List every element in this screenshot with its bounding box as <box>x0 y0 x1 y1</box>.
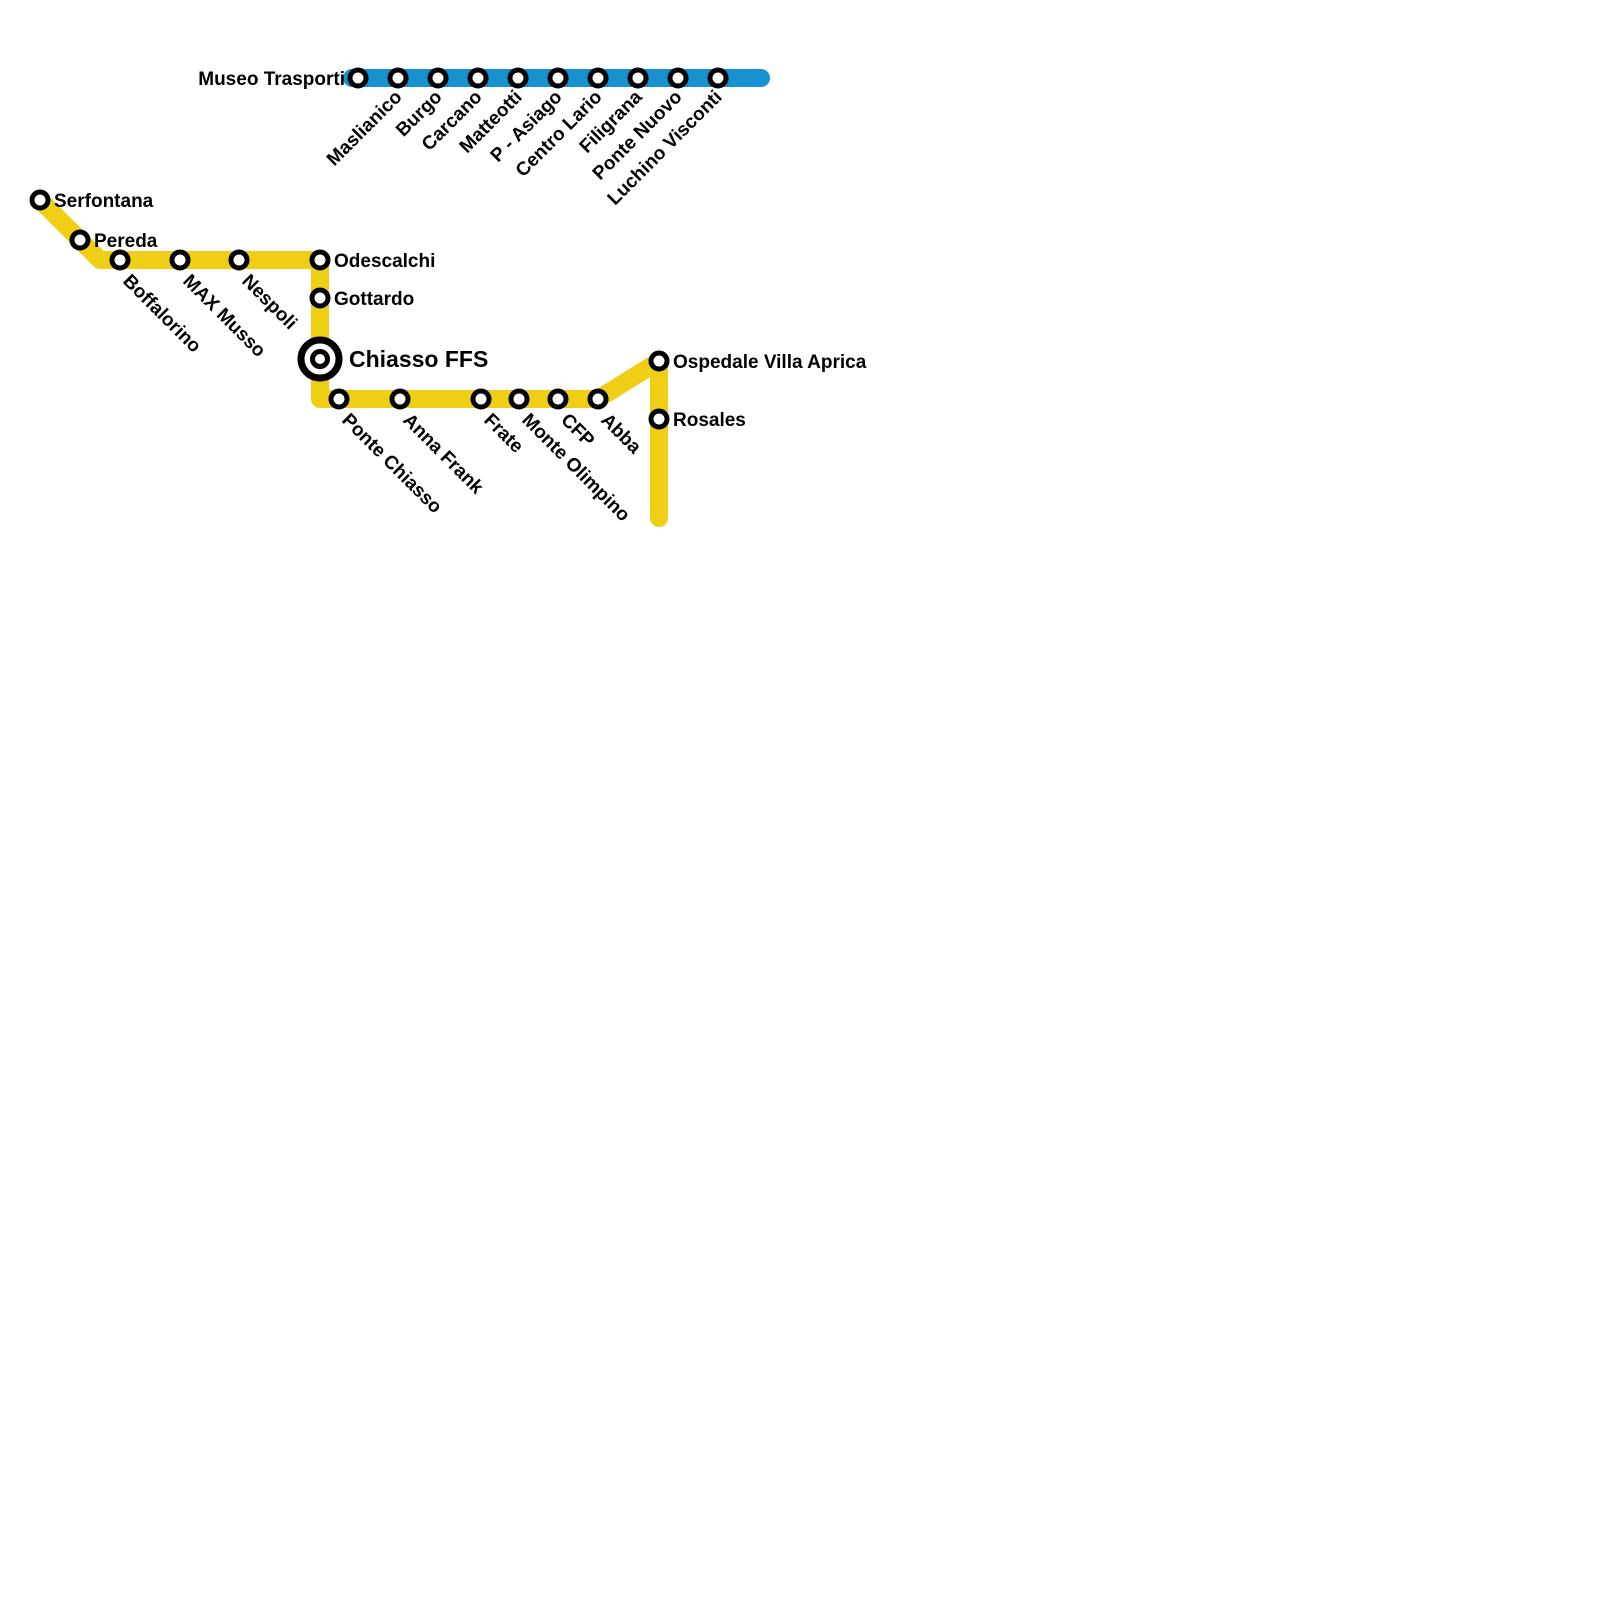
interchange-marker-chiasso-ffs-inner <box>310 349 330 369</box>
station-markers <box>29 67 729 430</box>
station-label-odescalchi: Odescalchi <box>334 251 435 272</box>
station-label-chiasso-ffs: Chiasso FFS <box>349 346 488 372</box>
station-label-gottardo: Gottardo <box>334 289 414 310</box>
station-marker-anna-frank[interactable] <box>389 388 411 410</box>
station-marker-serfontana[interactable] <box>29 189 51 211</box>
station-label-rosales: Rosales <box>673 410 746 431</box>
station-label-abba: Abba <box>596 410 645 459</box>
station-marker-odescalchi[interactable] <box>309 249 331 271</box>
station-marker-gottardo[interactable] <box>309 287 331 309</box>
station-label-frate: Frate <box>479 410 527 458</box>
station-marker-maslianico[interactable] <box>387 67 409 89</box>
station-marker-burgo[interactable] <box>427 67 449 89</box>
station-marker-museo-trasporti[interactable] <box>347 67 369 89</box>
station-label-serfontana: Serfontana <box>54 191 154 212</box>
station-marker-boffalorino[interactable] <box>109 249 131 271</box>
station-marker-ponte-nuovo[interactable] <box>667 67 689 89</box>
station-marker-filigrana[interactable] <box>627 67 649 89</box>
station-marker-max-musso[interactable] <box>169 249 191 271</box>
station-marker-cfp[interactable] <box>547 388 569 410</box>
station-label-museo-trasporti: Museo Trasporti <box>198 69 345 90</box>
station-marker-monte-olimpino[interactable] <box>508 388 530 410</box>
station-marker-ospedale-villa-aprica[interactable] <box>648 350 670 372</box>
station-marker-pereda[interactable] <box>69 229 91 251</box>
station-marker-frate[interactable] <box>470 388 492 410</box>
station-marker-centro-lario[interactable] <box>587 67 609 89</box>
station-marker-luchino-visconti[interactable] <box>707 67 729 89</box>
station-marker-nespoli[interactable] <box>228 249 250 271</box>
station-marker-ponte-chiasso[interactable] <box>328 388 350 410</box>
station-marker-abba[interactable] <box>587 388 609 410</box>
station-label-pereda: Pereda <box>94 231 158 252</box>
station-marker-rosales[interactable] <box>648 408 670 430</box>
station-marker-p-asiago[interactable] <box>547 67 569 89</box>
station-labels: Museo TrasportiMaslianicoBurgoCarcanoMat… <box>54 69 867 526</box>
station-label-ospedale-villa-aprica: Ospedale Villa Aprica <box>673 352 867 373</box>
station-marker-matteotti[interactable] <box>507 67 529 89</box>
station-marker-carcano[interactable] <box>467 67 489 89</box>
